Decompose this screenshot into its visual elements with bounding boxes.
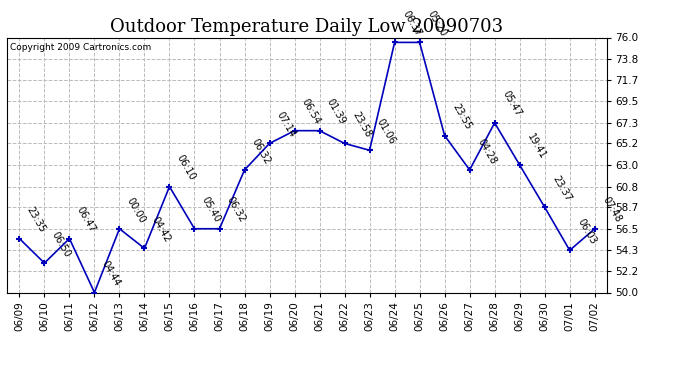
Text: 06:10: 06:10 [175,153,197,182]
Text: 23:35: 23:35 [25,205,48,234]
Text: 23:58: 23:58 [350,110,373,139]
Text: 06:32: 06:32 [250,136,273,166]
Text: 07:14: 07:14 [275,110,297,139]
Text: 05:40: 05:40 [200,195,223,225]
Text: 06:54: 06:54 [300,98,323,126]
Title: Outdoor Temperature Daily Low 20090703: Outdoor Temperature Daily Low 20090703 [110,18,504,36]
Text: 01:39: 01:39 [325,98,348,126]
Text: 01:06: 01:06 [375,117,397,146]
Text: 06:37: 06:37 [400,9,423,38]
Text: 04:28: 04:28 [475,136,497,166]
Text: 06:03: 06:03 [575,217,598,246]
Text: 04:42: 04:42 [150,215,172,244]
Text: 19:41: 19:41 [525,132,548,161]
Text: Copyright 2009 Cartronics.com: Copyright 2009 Cartronics.com [10,43,151,52]
Text: 07:48: 07:48 [600,195,623,225]
Text: 23:37: 23:37 [550,174,573,203]
Text: 05:20: 05:20 [425,9,448,38]
Text: 06:32: 06:32 [225,195,248,225]
Text: 06:47: 06:47 [75,205,97,234]
Text: 06:50: 06:50 [50,230,72,259]
Text: 04:44: 04:44 [100,259,123,288]
Text: 23:55: 23:55 [450,102,473,131]
Text: 05:47: 05:47 [500,89,523,118]
Text: 00:00: 00:00 [125,195,148,225]
